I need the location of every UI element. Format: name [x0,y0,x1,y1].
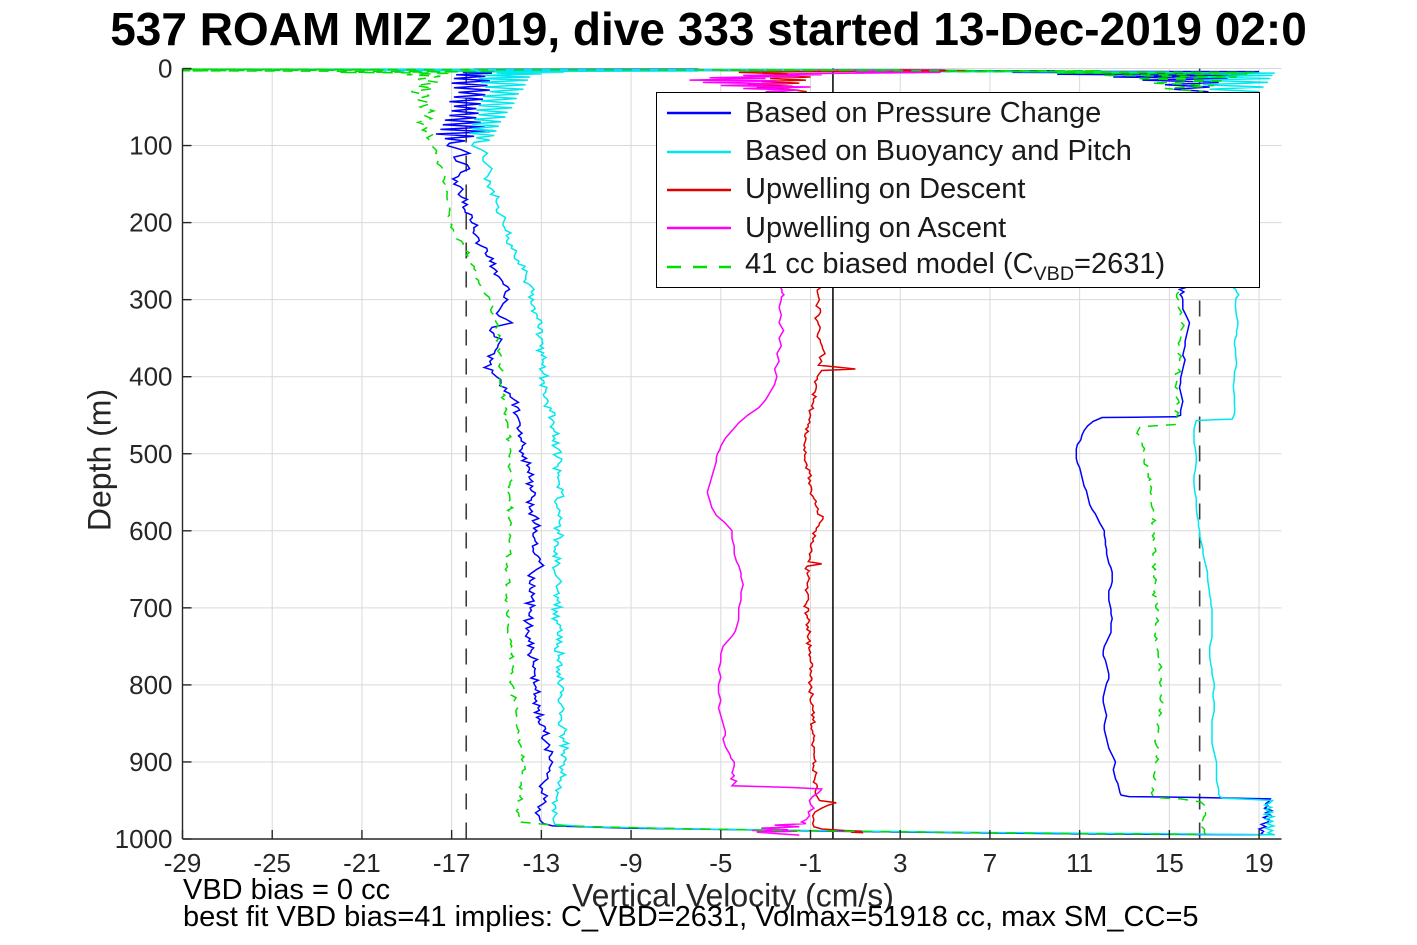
legend-item-label: Based on Pressure Change [745,96,1102,129]
svg-text:11: 11 [1066,848,1093,878]
x-axis-label: Vertical Velocity (cm/s) [572,877,894,914]
svg-text:500: 500 [129,439,172,469]
svg-text:3: 3 [893,848,907,878]
svg-text:-1: -1 [799,848,822,878]
svg-text:1000: 1000 [115,824,173,854]
svg-text:7: 7 [983,848,997,878]
svg-text:700: 700 [129,593,172,623]
annotation-vbd-bias: VBD bias = 0 cc [183,874,391,906]
axes [181,67,1282,840]
plot-title: 537 ROAM MIZ 2019, dive 333 started 13-D… [110,3,1307,55]
svg-text:600: 600 [129,516,172,546]
legend-line-swatch [667,265,731,268]
y-axis-label: Depth (m) [81,388,118,532]
svg-text:800: 800 [129,670,172,700]
svg-text:-5: -5 [709,848,732,878]
svg-text:-21: -21 [343,848,381,878]
svg-text:-25: -25 [253,848,291,878]
legend: Based on Pressure Change Based on Buoyanc… [656,92,1260,288]
legend-item-label: Based on Buoyancy and Pitch [745,135,1132,168]
tick-labels: -29 -25 -21 -17 -13 -9 -5 -1 3 7 11 15 1901002003004… [115,54,1274,879]
svg-text:100: 100 [129,131,172,161]
legend-item: Upwelling on Descent [667,172,1259,208]
svg-text:15: 15 [1155,848,1184,878]
svg-text:-29: -29 [164,848,202,878]
legend-line-swatch [667,112,731,115]
series-41-cc-biased-model-c-vbd-2631- [182,68,1260,836]
legend-item: Upwelling on Ascent [667,210,1259,246]
svg-text:200: 200 [129,208,172,238]
svg-text:19: 19 [1245,848,1274,878]
legend-line-swatch [667,150,731,153]
svg-text:-9: -9 [620,848,643,878]
legend-item: Based on Pressure Change [667,95,1259,131]
legend-item-label: 41 cc biased model (CVBD=2631) [745,247,1166,285]
legend-item: Based on Buoyancy and Pitch [667,134,1259,170]
legend-item-label: Upwelling on Ascent [745,211,1007,244]
svg-text:-13: -13 [523,848,561,878]
svg-text:0: 0 [158,54,172,84]
svg-text:-17: -17 [433,848,471,878]
annotation-best-fit: best fit VBD bias=41 implies: C_VBD=2631… [183,901,1199,933]
svg-text:900: 900 [129,747,172,777]
legend-line-swatch [667,188,731,192]
svg-text:400: 400 [129,362,172,392]
legend-line-swatch [667,227,731,230]
svg-text:300: 300 [129,285,172,315]
legend-item: 41 cc biased model (CVBD=2631) [667,247,1259,285]
legend-item-label: Upwelling on Descent [745,173,1026,206]
